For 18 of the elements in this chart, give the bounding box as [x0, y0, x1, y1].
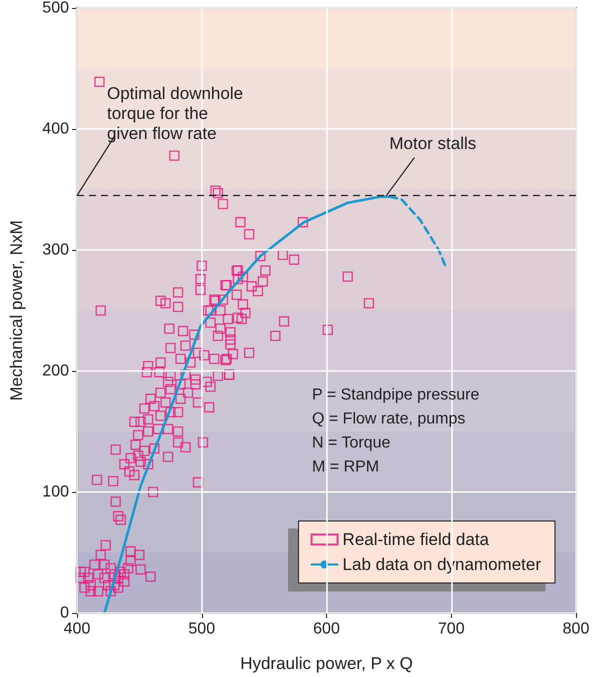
x-tick-label: 500 — [188, 620, 216, 638]
y-tick-label: 100 — [42, 484, 70, 500]
annotation: P = Standpipe pressure Q = Flow rate, pumps N = Torque M = RPM — [312, 386, 480, 476]
y-tick-label: 0 — [60, 604, 70, 622]
x-tick-label: 700 — [438, 620, 465, 638]
x-axis-title: Hydraulic power, P x Q — [240, 654, 413, 673]
y-axis-title: Mechanical power, NxM — [7, 220, 26, 401]
legend-label: Lab data on dynamometer — [342, 555, 542, 574]
y-tick-label: 500 — [42, 0, 70, 16]
y-tick-label: 400 — [42, 120, 70, 138]
y-tick-label: 200 — [42, 362, 70, 380]
legend-label: Real-time field data — [342, 530, 490, 549]
annotation: Motor stalls — [389, 134, 476, 154]
x-tick-label: 600 — [313, 620, 340, 638]
x-tick-label: 400 — [64, 620, 90, 638]
y-tick-label: 300 — [42, 242, 70, 258]
annotation: Optimal downhole torque for the given flow rate — [107, 84, 244, 144]
x-tick-label: 800 — [562, 620, 590, 638]
